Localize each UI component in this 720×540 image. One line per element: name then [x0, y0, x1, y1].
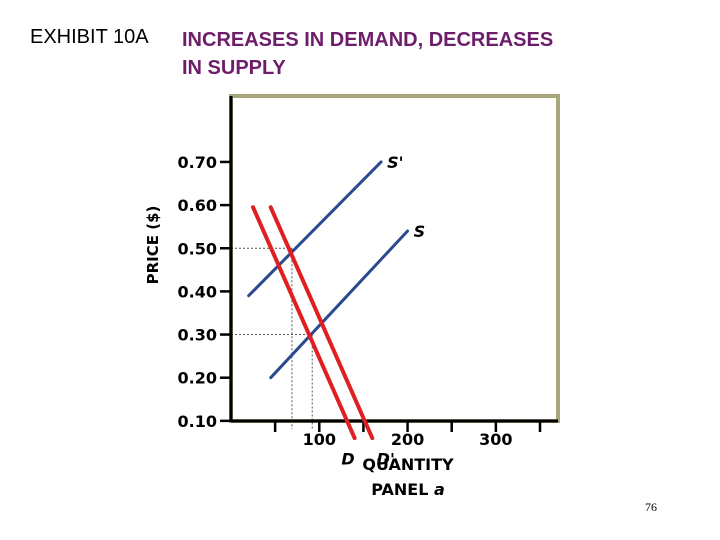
- curves: S' S D D': [247, 153, 426, 469]
- axes: 0.10 0.20 0.30 0.40 0.50 0.60 0.70 100 200 300: [178, 96, 558, 449]
- slide-title-line-1: INCREASES IN DEMAND, DECREASES: [182, 29, 554, 51]
- x-tick-label: 100: [303, 430, 336, 449]
- y-tick-label: 0.20: [178, 369, 217, 388]
- y-tick-label: 0.30: [178, 326, 217, 345]
- demand-curve-d-prime: [268, 205, 375, 441]
- x-tick-label: 200: [391, 430, 424, 449]
- slide-title: INCREASES IN DEMAND, DECREASES IN SUPPLY: [182, 26, 553, 82]
- x-tick-label: 300: [479, 430, 512, 449]
- exhibit-label: EXHIBIT 10A: [30, 26, 149, 48]
- panel-label: PANEL a: [371, 480, 445, 499]
- supply-label-s: S: [414, 222, 426, 241]
- guide-lines: [231, 247, 313, 429]
- plot-frame: [229, 94, 560, 423]
- y-tick-label: 0.10: [178, 412, 217, 431]
- slide-number: 76: [645, 500, 657, 514]
- y-tick-label: 0.50: [178, 239, 217, 258]
- demand-label-d-prime: D': [377, 450, 395, 469]
- demand-label-d: D: [341, 450, 354, 469]
- panel-label-text: PANEL: [371, 480, 434, 499]
- supply-curve-s-prime: [247, 160, 383, 298]
- y-tick-label: 0.40: [178, 282, 217, 301]
- y-axis-title: PRICE ($): [144, 206, 162, 285]
- panel-letter: a: [434, 480, 445, 499]
- y-tick-label: 0.60: [178, 196, 217, 215]
- demand-curve-d: [251, 205, 357, 441]
- axis-labels: PRICE ($) QUANTITY PANEL a: [144, 206, 454, 499]
- y-tick-label: 0.70: [178, 153, 217, 172]
- slide-title-line-2: IN SUPPLY: [182, 57, 286, 79]
- x-axis-title: QUANTITY: [362, 455, 454, 474]
- supply-label-s-prime: S': [387, 153, 403, 172]
- supply-curve-s: [269, 229, 410, 380]
